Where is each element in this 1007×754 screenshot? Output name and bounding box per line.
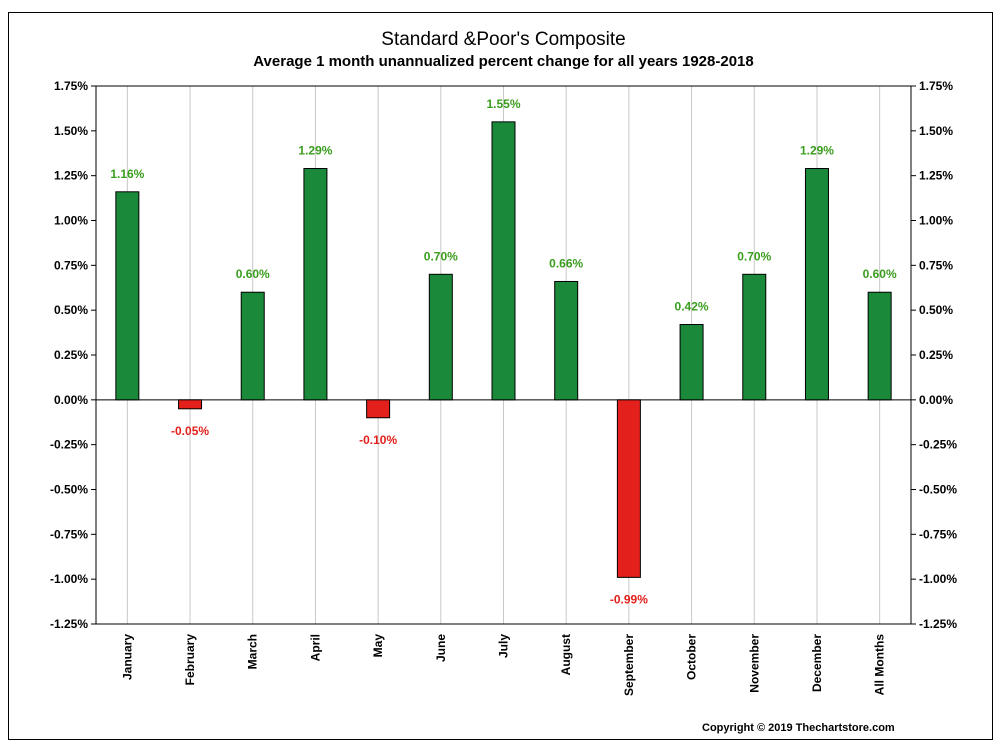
y-tick-label-right: -1.00%: [919, 572, 957, 586]
y-tick-label-right: 1.75%: [919, 79, 953, 93]
chart-title: Standard &Poor's Composite: [381, 29, 626, 50]
x-tick-label: June: [434, 634, 448, 662]
y-tick-label-left: -1.25%: [50, 617, 88, 631]
data-label: 1.29%: [298, 143, 332, 157]
y-tick-label-right: 0.00%: [919, 393, 953, 407]
y-tick-label-left: 1.50%: [54, 124, 88, 138]
bar-july: [491, 121, 516, 401]
y-tick-label-left: -0.25%: [50, 438, 88, 452]
y-tick-label-right: -1.25%: [919, 617, 957, 631]
data-label: 0.60%: [863, 267, 897, 281]
y-tick-label-left: -0.50%: [50, 483, 88, 497]
bar-all-months: [867, 291, 892, 401]
data-label: 0.66%: [549, 256, 583, 270]
data-label: 0.70%: [424, 249, 458, 263]
x-tick-label: December: [810, 634, 824, 692]
y-tick-label-left: 0.00%: [54, 393, 88, 407]
x-tick-label: July: [497, 634, 511, 658]
data-label: -0.05%: [171, 424, 209, 438]
y-tick-label-right: -0.25%: [919, 438, 957, 452]
y-tick-label-right: 0.50%: [919, 303, 953, 317]
y-tick-label-right: 0.75%: [919, 258, 953, 272]
x-tick-label: May: [371, 634, 385, 658]
y-tick-label-right: 1.25%: [919, 169, 953, 183]
y-tick-label-right: 0.25%: [919, 348, 953, 362]
y-tick-label-right: -0.50%: [919, 483, 957, 497]
y-tick-label-right: 1.00%: [919, 214, 953, 228]
x-tick-label: February: [183, 634, 197, 686]
bar-november: [742, 273, 767, 401]
x-tick-label: October: [685, 634, 699, 680]
y-tick-label-left: 0.75%: [54, 258, 88, 272]
data-label: 1.55%: [486, 97, 520, 111]
x-tick-label: March: [246, 634, 260, 669]
x-tick-label: April: [308, 634, 322, 661]
data-label: 0.70%: [737, 249, 771, 263]
bar-december: [804, 167, 829, 401]
y-tick-label-left: 1.75%: [54, 79, 88, 93]
chart-frame: [8, 12, 993, 740]
copyright-text: Copyright © 2019 Thechartstore.com: [702, 722, 895, 734]
data-label: 0.42%: [675, 300, 709, 314]
x-tick-label: September: [622, 634, 636, 696]
data-label: 1.16%: [110, 167, 144, 181]
bar-august: [554, 280, 579, 401]
bar-june: [428, 273, 453, 401]
x-tick-label: All Months: [873, 634, 887, 696]
y-tick-label-left: 1.00%: [54, 214, 88, 228]
x-tick-label: August: [559, 634, 573, 675]
bar-october: [679, 324, 704, 401]
y-tick-label-left: 0.25%: [54, 348, 88, 362]
data-label: -0.10%: [359, 433, 397, 447]
y-tick-label-right: 1.50%: [919, 124, 953, 138]
bar-april: [303, 167, 328, 401]
y-tick-label-left: 0.50%: [54, 303, 88, 317]
bar-january: [115, 191, 140, 401]
x-tick-label: January: [120, 634, 134, 680]
y-tick-label-left: -1.00%: [50, 572, 88, 586]
data-label: 1.29%: [800, 143, 834, 157]
y-tick-label-left: 1.25%: [54, 169, 88, 183]
y-tick-label-left: -0.75%: [50, 527, 88, 541]
bar-march: [240, 291, 265, 401]
chart-subtitle: Average 1 month unannualized percent cha…: [253, 53, 754, 70]
data-label: 0.60%: [236, 267, 270, 281]
bar-february: [178, 399, 203, 410]
y-tick-label-right: -0.75%: [919, 527, 957, 541]
bar-september: [616, 399, 641, 578]
data-label: -0.99%: [610, 592, 648, 606]
bar-may: [366, 399, 391, 419]
x-tick-label: November: [747, 634, 761, 693]
